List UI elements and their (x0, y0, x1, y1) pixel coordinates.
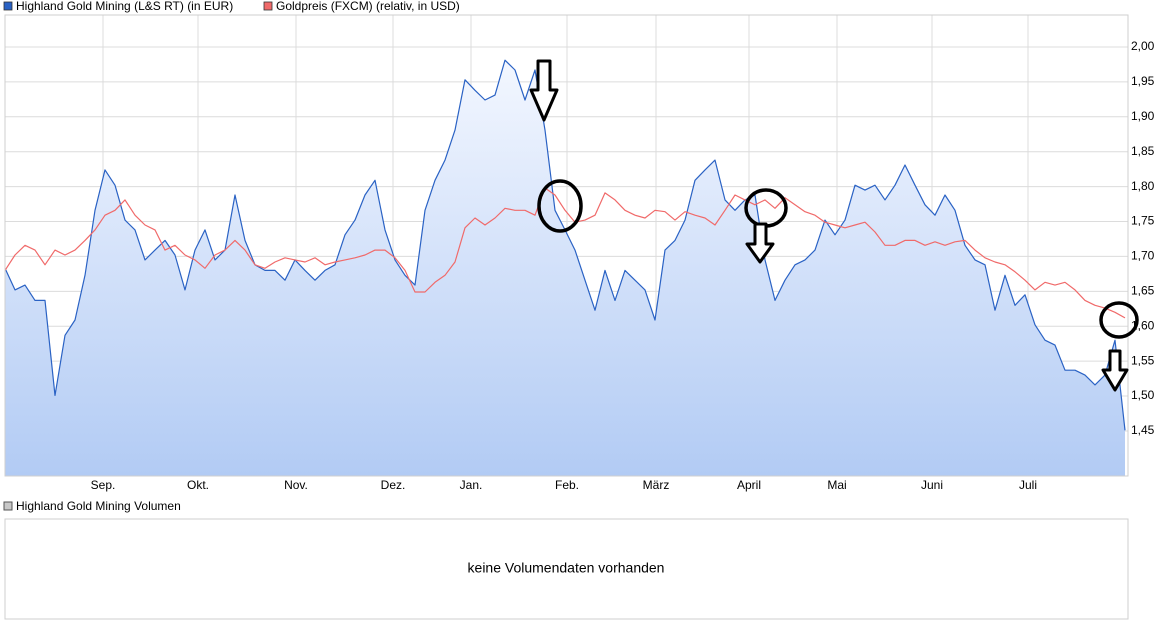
legend-swatch (3, 501, 13, 511)
y-tick-label: 1,60 (1131, 318, 1155, 332)
y-tick-label: 2,00 (1131, 39, 1155, 53)
legend-swatch (3, 1, 13, 11)
y-tick-label: 1,55 (1131, 353, 1155, 367)
volume-legend: Highland Gold Mining Volumen (16, 499, 181, 513)
legend-label: Highland Gold Mining (L&S RT) (in EUR) (16, 0, 233, 13)
y-tick-label: 1,95 (1131, 74, 1155, 88)
x-tick-label: Nov. (284, 478, 308, 492)
x-tick-label: Jan. (460, 478, 483, 492)
x-tick-label: März (643, 478, 670, 492)
y-tick-label: 1,65 (1131, 284, 1155, 298)
annotation-circle (537, 179, 583, 233)
x-tick-label: Juli (1019, 478, 1037, 492)
y-tick-label: 1,45 (1131, 423, 1155, 437)
annotation-arrow (745, 222, 775, 264)
volume-message: keine Volumendaten vorhanden (468, 560, 665, 576)
legend-label: Goldpreis (FXCM) (relativ, in USD) (276, 0, 460, 13)
plot-frame (4, 14, 1129, 477)
x-tick-label: Okt. (187, 478, 209, 492)
series-line (4, 187, 1126, 319)
y-tick-label: 1,70 (1131, 249, 1155, 263)
annotation-arrow (1101, 349, 1129, 392)
area-fill (5, 60, 1125, 476)
y-tick-label: 1,50 (1131, 388, 1155, 402)
x-tick-label: April (737, 478, 761, 492)
x-tick-label: Sep. (91, 478, 116, 492)
y-tick-label: 1,85 (1131, 144, 1155, 158)
volume-frame (4, 518, 1129, 620)
legend-swatch (263, 1, 273, 11)
x-tick-label: Mai (827, 478, 846, 492)
y-tick-label: 1,75 (1131, 214, 1155, 228)
annotation-arrow (529, 59, 559, 122)
annotation-circle (1099, 301, 1139, 339)
x-tick-label: Dez. (381, 478, 406, 492)
x-tick-label: Feb. (555, 478, 579, 492)
y-tick-label: 1,90 (1131, 109, 1155, 123)
x-tick-label: Juni (921, 478, 943, 492)
y-tick-label: 1,80 (1131, 179, 1155, 193)
